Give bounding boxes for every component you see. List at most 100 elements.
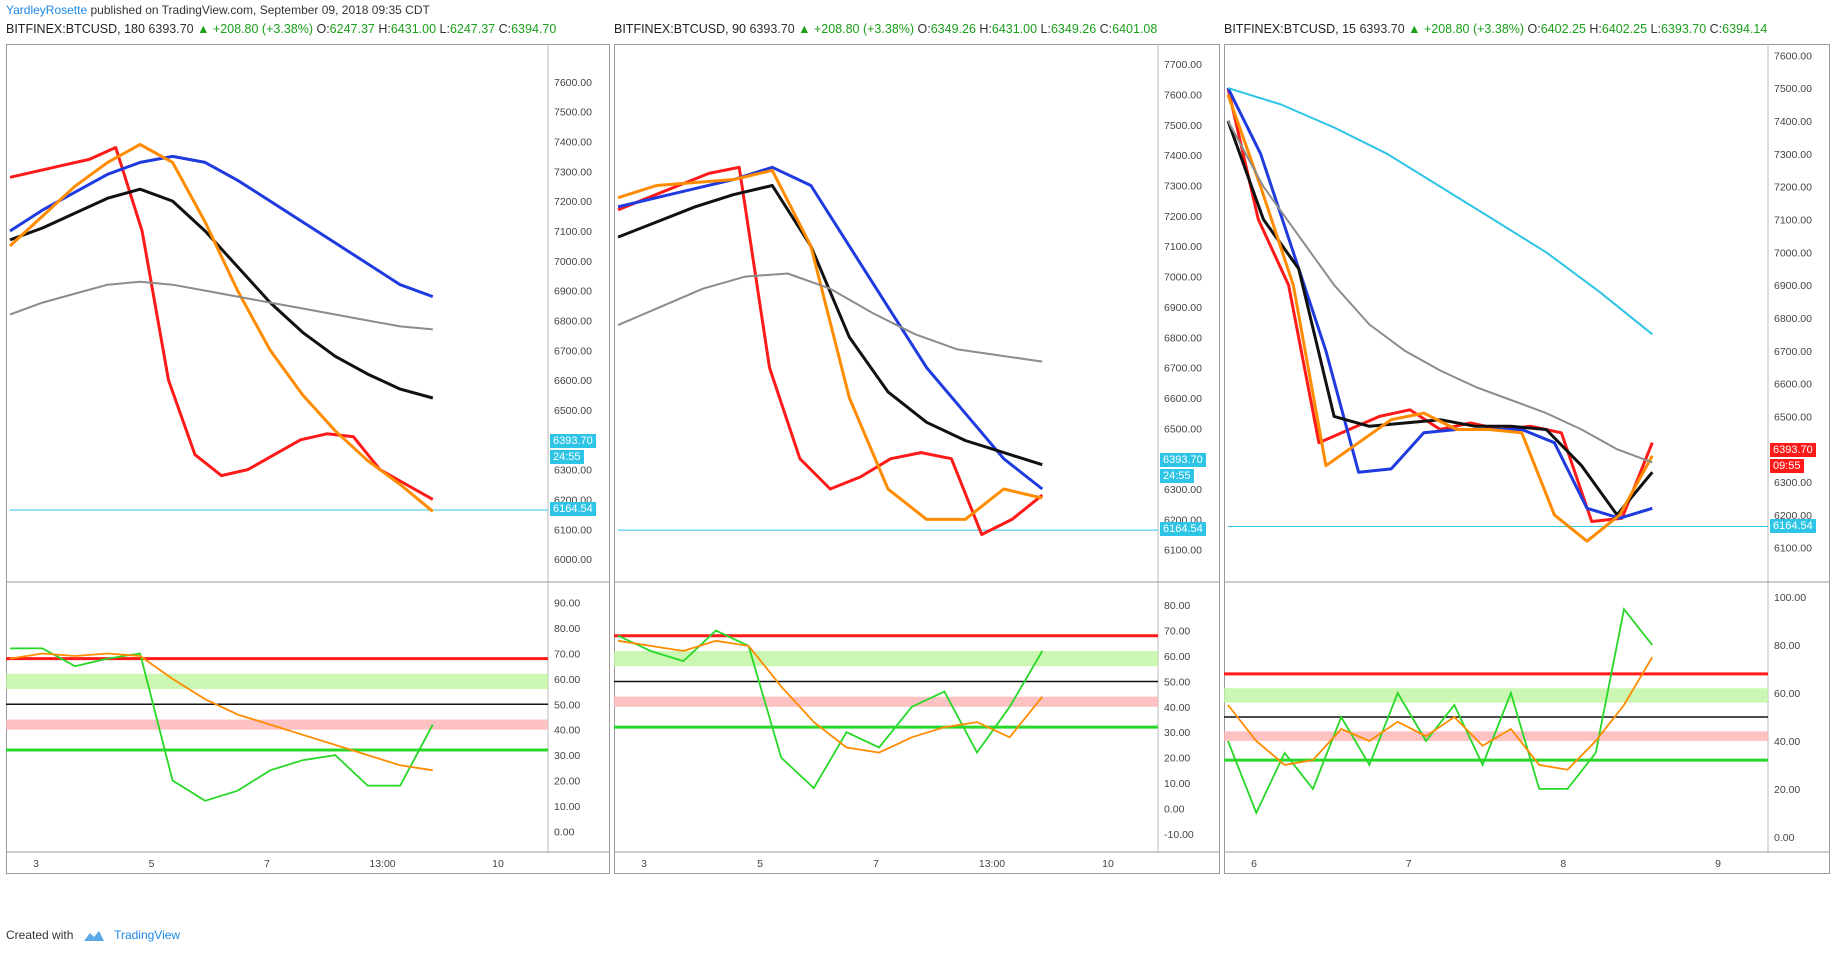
low-label: L:	[1037, 22, 1051, 36]
price-tick-label: 6000.00	[554, 554, 592, 566]
price-tick-label: 7300.00	[1164, 181, 1202, 193]
price-tick-label: 6700.00	[1774, 346, 1812, 358]
time-tick-label: 5	[149, 858, 155, 870]
author-link[interactable]: YardleyRosette	[6, 3, 88, 17]
price-tick-label: 6900.00	[554, 286, 592, 298]
chart-svg[interactable]: 6000.006100.006200.006300.006400.006500.…	[6, 44, 610, 874]
high-value: 6402.25	[1601, 22, 1648, 36]
price-tick-label: 6300.00	[554, 465, 592, 477]
price-tick-label: 7200.00	[1164, 211, 1202, 223]
osc-tick-label: 80.00	[554, 623, 580, 635]
high-label: H:	[975, 22, 992, 36]
osc-tick-label: 30.00	[1164, 727, 1190, 739]
osc-tick-label: 50.00	[1164, 676, 1190, 688]
bar-timer-tag: 09:55	[1770, 459, 1804, 474]
support-price-tag: 6164.54	[1160, 522, 1206, 537]
price-tick-label: 7300.00	[554, 166, 592, 178]
panel-header: BITFINEX:BTCUSD, 180 6393.70 ▲ +208.80 (…	[6, 22, 556, 36]
time-tick-label: 10	[1102, 858, 1114, 870]
low-value: 6393.70	[1660, 22, 1707, 36]
time-tick-label: 7	[1406, 858, 1412, 870]
panel-header: BITFINEX:BTCUSD, 90 6393.70 ▲ +208.80 (+…	[614, 22, 1157, 36]
price-tick-label: 7200.00	[1774, 182, 1812, 194]
price-series-blue	[617, 165, 1044, 491]
osc-tick-label: 20.00	[554, 776, 580, 788]
close-value: 6394.14	[1722, 22, 1768, 36]
price-series-red	[9, 146, 434, 501]
price-tick-label: 7500.00	[554, 107, 592, 119]
high-value: 6431.00	[390, 22, 437, 36]
chart-svg[interactable]: 6100.006200.006300.006400.006500.006600.…	[614, 44, 1220, 874]
osc-tick-label: 70.00	[1164, 626, 1190, 638]
time-tick-label: 7	[873, 858, 879, 870]
osc-tick-label: 60.00	[554, 674, 580, 686]
price-tick-label: 7100.00	[1164, 241, 1202, 253]
change-label: ▲ +208.80 (+3.38%)	[1408, 22, 1525, 36]
price-tick-label: 6600.00	[1774, 379, 1812, 391]
price-tick-label: 7300.00	[1774, 149, 1812, 161]
price-tick-label: 7600.00	[554, 77, 592, 89]
time-tick-label: 9	[1715, 858, 1721, 870]
osc-series-green	[10, 647, 434, 802]
price-series-gray	[1227, 120, 1653, 464]
osc-tick-label: 40.00	[554, 725, 580, 737]
last-price: 6393.70	[144, 22, 198, 36]
price-tick-label: 7600.00	[1774, 50, 1812, 62]
price-tick-label: 6100.00	[1164, 545, 1202, 557]
low-value: 6349.26	[1050, 22, 1097, 36]
price-tick-label: 6600.00	[1164, 393, 1202, 405]
price-tick-label: 7400.00	[1164, 150, 1202, 162]
time-tick-label: 10	[492, 858, 504, 870]
osc-tick-label: 20.00	[1774, 784, 1800, 796]
osc-tick-label: 10.00	[1164, 778, 1190, 790]
tradingview-link[interactable]: TradingView	[114, 928, 181, 942]
osc-tick-label: 80.00	[1164, 600, 1190, 612]
publish-header: YardleyRosette published on TradingView.…	[6, 3, 430, 17]
price-tick-label: 6600.00	[554, 375, 592, 387]
osc-tick-label: 50.00	[554, 699, 580, 711]
low-label: L:	[436, 22, 450, 36]
osc-tick-label: 70.00	[554, 649, 580, 661]
symbol-label: BITFINEX:BTCUSD, 15	[1224, 22, 1356, 36]
osc-series-orange	[617, 639, 1044, 754]
open-value: 6247.37	[329, 22, 375, 36]
time-tick-label: 7	[264, 858, 270, 870]
price-series-cyan	[1227, 87, 1653, 336]
low-label: L:	[1647, 22, 1661, 36]
osc-tick-label: 30.00	[554, 750, 580, 762]
osc-tick-label: 20.00	[1164, 753, 1190, 765]
open-value: 6402.25	[1540, 22, 1586, 36]
high-label: H:	[1585, 22, 1602, 36]
close-label: C:	[495, 22, 512, 36]
price-tick-label: 6800.00	[1164, 332, 1202, 344]
price-tick-label: 7400.00	[554, 136, 592, 148]
price-tick-label: 6800.00	[554, 315, 592, 327]
footer: Created with TradingView	[6, 928, 180, 942]
osc-tick-label: -10.00	[1164, 829, 1194, 841]
osc-tick-label: 60.00	[1164, 651, 1190, 663]
price-tick-label: 6700.00	[1164, 363, 1202, 375]
last-price-tag: 6393.70	[550, 433, 596, 448]
publish-info: published on TradingView.com, September …	[90, 3, 430, 17]
close-label: C:	[1096, 22, 1113, 36]
open-label: O:	[313, 22, 330, 36]
price-tick-label: 6100.00	[554, 524, 592, 536]
osc-tick-label: 10.00	[554, 801, 580, 813]
price-series-gray	[617, 272, 1043, 363]
bar-timer-tag: 24:55	[550, 449, 584, 464]
osc-tick-label: 80.00	[1774, 640, 1800, 652]
close-value: 6394.70	[511, 22, 557, 36]
osc-tick-label: 0.00	[554, 826, 575, 838]
change-label: ▲ +208.80 (+3.38%)	[798, 22, 915, 36]
support-price-tag: 6164.54	[550, 502, 596, 516]
price-series-black	[617, 184, 1043, 467]
close-label: C:	[1706, 22, 1723, 36]
price-tick-label: 6300.00	[1164, 484, 1202, 496]
time-tick-label: 3	[641, 858, 647, 870]
price-tick-label: 7000.00	[1164, 272, 1202, 284]
chart-svg[interactable]: 6100.006200.006300.006400.006500.006600.…	[1224, 44, 1830, 874]
panel-header: BITFINEX:BTCUSD, 15 6393.70 ▲ +208.80 (+…	[1224, 22, 1767, 36]
osc-series-green	[617, 629, 1044, 790]
last-price: 6393.70	[1355, 22, 1409, 36]
price-tick-label: 6900.00	[1774, 280, 1812, 292]
